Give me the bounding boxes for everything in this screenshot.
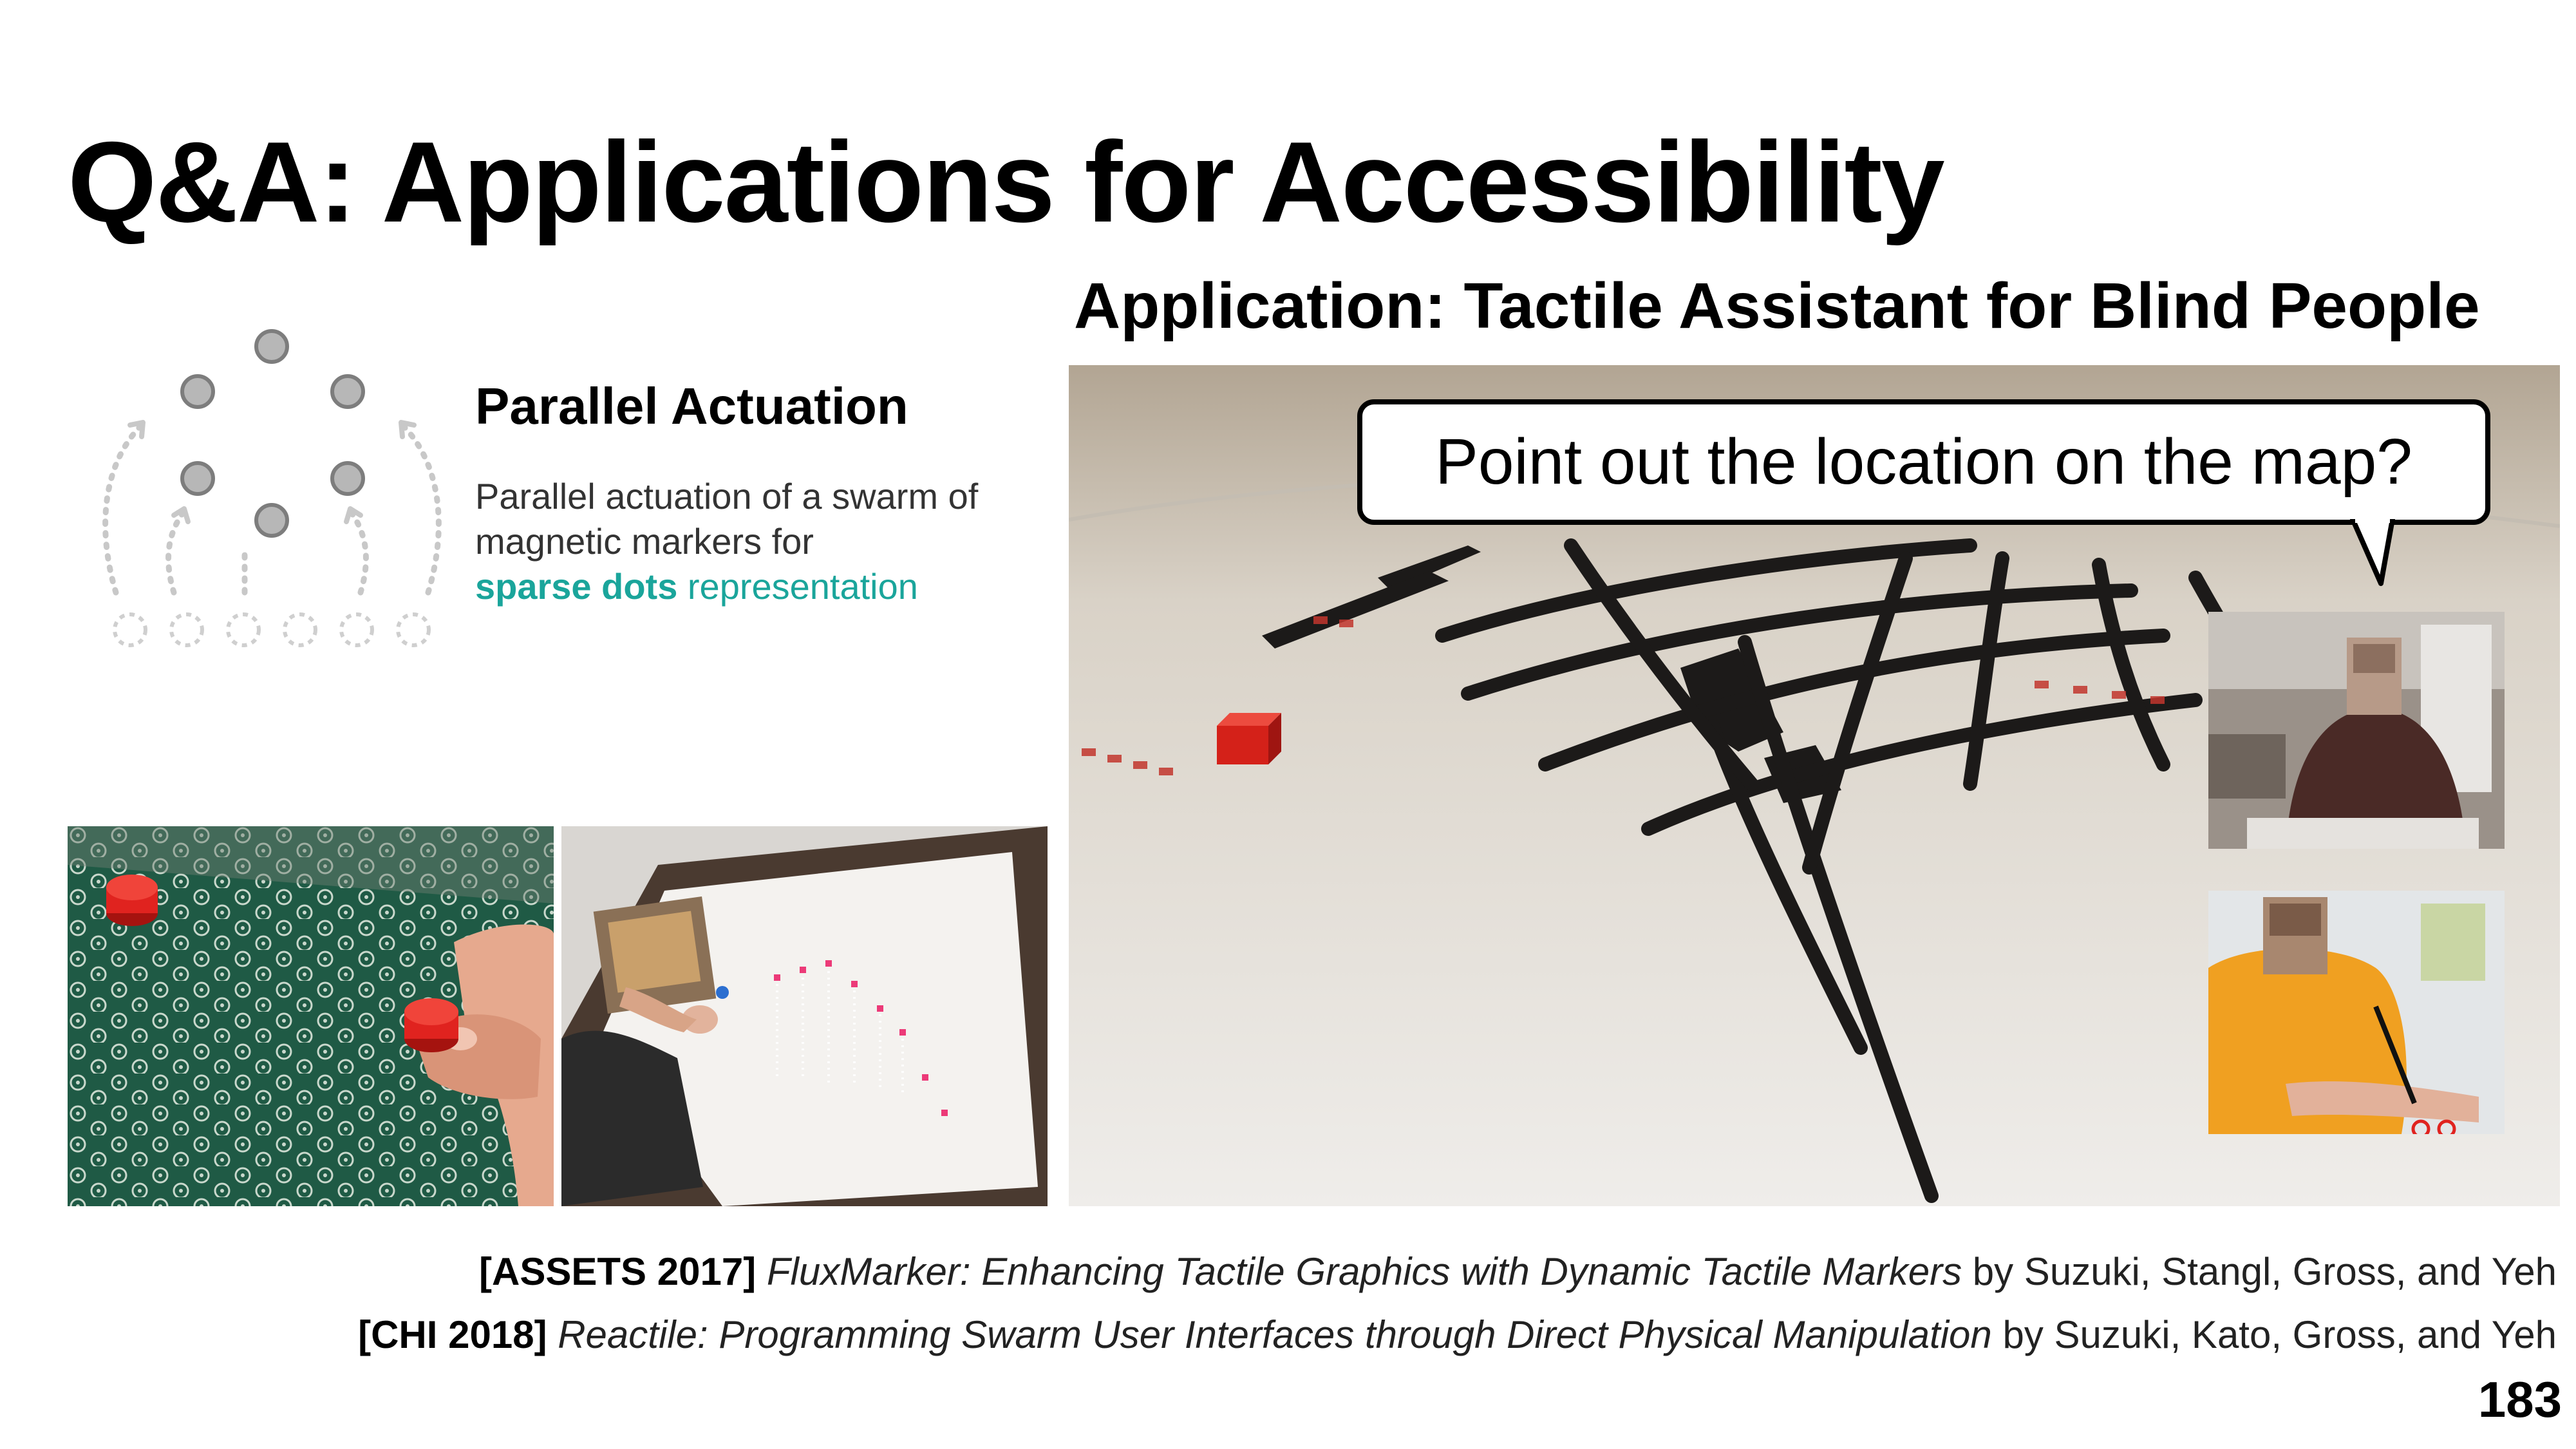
citation-authors: by Suzuki, Kato, Gross, and Yeh bbox=[1991, 1313, 2557, 1356]
parallel-actuation-desc-line1: Parallel actuation of a swarm of bbox=[475, 476, 979, 516]
fluxmarker-board-photo bbox=[68, 826, 554, 1206]
parallel-actuation-title: Parallel Actuation bbox=[475, 377, 908, 435]
citation-venue: [CHI 2018] bbox=[358, 1313, 547, 1356]
parallel-actuation-desc-line3: sparse dots representation bbox=[475, 565, 918, 607]
citation-assets-2017: [ASSETS 2017] FluxMarker: Enhancing Tact… bbox=[479, 1249, 2557, 1294]
speech-bubble-tail bbox=[2350, 519, 2395, 586]
sparse-dots-highlight: sparse dots bbox=[475, 566, 678, 607]
blind-user-man-photo bbox=[2208, 891, 2505, 1134]
page-number: 183 bbox=[2477, 1371, 2562, 1428]
slide-title: Q&A: Applications for Accessibility bbox=[68, 118, 1945, 246]
representation-text: representation bbox=[677, 566, 918, 607]
blind-user-woman-photo bbox=[2208, 612, 2505, 849]
parallel-actuation-desc-line2: magnetic markers for bbox=[475, 521, 814, 562]
citation-chi-2018: [CHI 2018] Reactile: Programming Swarm U… bbox=[358, 1312, 2557, 1357]
citation-title: FluxMarker: Enhancing Tactile Graphics w… bbox=[766, 1250, 1962, 1293]
application-heading: Application: Tactile Assistant for Blind… bbox=[1074, 270, 2480, 342]
citation-authors: by Suzuki, Stangl, Gross, and Yeh bbox=[1962, 1250, 2557, 1293]
parallel-actuation-diagram bbox=[102, 329, 442, 647]
citation-title: Reactile: Programming Swarm User Interfa… bbox=[558, 1313, 1992, 1356]
speech-bubble: Point out the location on the map? bbox=[1357, 399, 2490, 525]
citation-venue: [ASSETS 2017] bbox=[479, 1250, 757, 1293]
reactile-table-photo bbox=[561, 826, 1048, 1206]
